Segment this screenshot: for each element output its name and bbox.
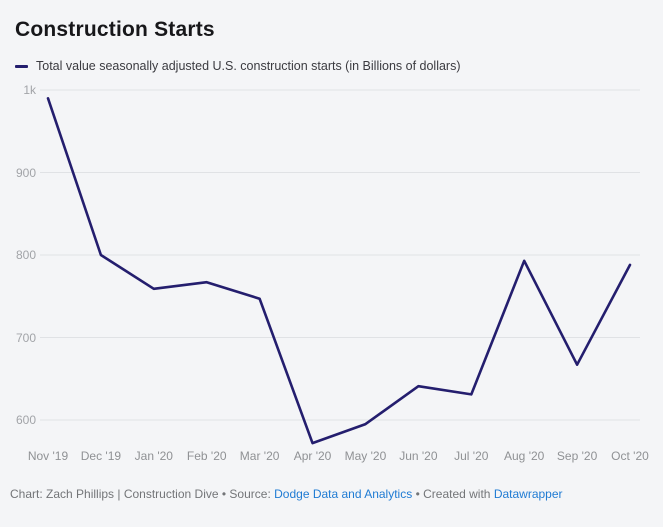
x-tick-label: May '20 [344,449,387,463]
legend-line-swatch [15,64,28,68]
y-tick-label: 1k [23,83,36,97]
datawrapper-link[interactable]: Datawrapper [493,487,563,501]
legend-label: Total value seasonally adjusted U.S. con… [36,59,461,73]
x-tick-label: Jun '20 [399,449,438,463]
x-tick-label: Aug '20 [504,449,545,463]
y-tick-label: 800 [15,248,36,262]
x-tick-label: Apr '20 [293,449,332,463]
y-tick-label: 900 [15,165,36,180]
legend: Total value seasonally adjusted U.S. con… [15,59,461,73]
y-tick-label: 700 [15,330,36,345]
footer: Chart: Zach Phillips | Construction Dive… [10,487,653,501]
footer-source-label: Source: [229,487,271,501]
series-line [46,97,632,445]
source-link[interactable]: Dodge Data and Analytics [274,487,413,501]
footer-created-label: Created with [423,487,491,501]
chart-title: Construction Starts [15,18,215,41]
x-tick-label: Dec '19 [80,449,122,463]
x-tick-label: Sep '20 [556,449,598,463]
footer-bullet: • [415,487,420,501]
x-tick-label: Mar '20 [239,449,280,463]
x-tick-label: Nov '19 [27,449,69,463]
x-tick-label: Feb '20 [186,449,227,463]
x-tick-label: Oct '20 [611,449,649,463]
y-tick-label: 600 [15,413,36,427]
x-tick-label: Jul '20 [454,449,489,463]
x-tick-label: Jan '20 [134,449,173,463]
footer-credit: Chart: Zach Phillips | Construction Dive [10,487,219,501]
footer-bullet: • [221,487,227,501]
